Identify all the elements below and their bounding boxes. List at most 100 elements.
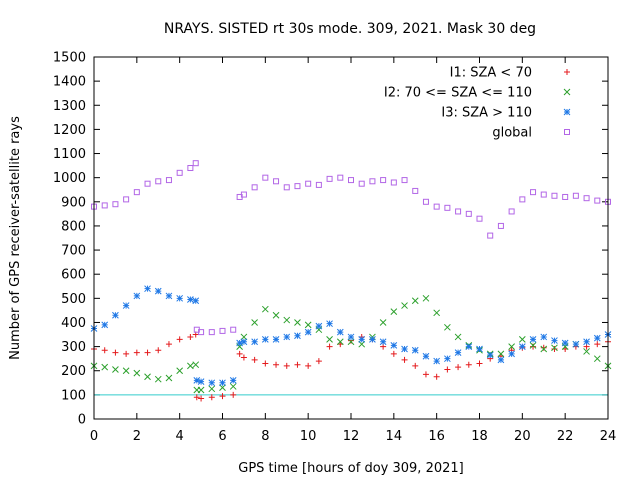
data-point — [251, 184, 258, 191]
data-point — [133, 349, 140, 356]
data-point — [518, 343, 526, 350]
data-point — [208, 394, 215, 401]
data-point — [165, 177, 172, 184]
data-point — [154, 375, 162, 383]
data-point — [562, 193, 569, 200]
data-point — [593, 355, 601, 363]
x-tick-label: 20 — [514, 429, 531, 444]
data-point — [236, 350, 243, 357]
data-point — [229, 377, 237, 384]
data-point — [433, 373, 440, 380]
data-point — [283, 362, 290, 369]
legend-marker — [563, 108, 571, 116]
data-point — [230, 391, 237, 398]
data-point — [518, 336, 526, 343]
data-point — [401, 177, 408, 184]
data-point — [433, 203, 440, 210]
data-point — [465, 361, 472, 368]
x-tick-label: 24 — [600, 429, 617, 444]
data-point — [315, 322, 323, 330]
data-point — [411, 297, 419, 305]
data-point — [133, 369, 141, 377]
data-point — [530, 189, 537, 196]
data-point — [444, 204, 451, 211]
data-point — [219, 327, 226, 334]
data-point — [208, 329, 215, 336]
data-point — [379, 338, 387, 346]
data-point — [380, 177, 387, 184]
plot-frame — [93, 56, 609, 420]
data-point — [123, 350, 130, 357]
data-point — [540, 344, 547, 351]
data-point — [540, 333, 548, 341]
data-point — [294, 332, 301, 340]
y-tick-label: 600 — [61, 268, 86, 283]
data-point — [144, 285, 151, 293]
data-point — [336, 328, 344, 336]
data-point — [101, 202, 108, 209]
data-point — [165, 374, 173, 382]
data-point — [326, 343, 333, 350]
data-point — [401, 345, 408, 353]
data-point — [454, 349, 462, 356]
data-point — [154, 287, 162, 295]
data-point — [229, 383, 237, 390]
data-point — [305, 362, 312, 369]
data-point — [315, 181, 322, 188]
data-point — [572, 340, 580, 348]
data-point — [422, 371, 429, 378]
data-point — [411, 346, 419, 354]
legend: I1: SZA < 70 I2: 70 <= SZA <= 110 I3: SZA … — [384, 66, 571, 141]
data-point — [101, 347, 108, 354]
data-point — [176, 169, 183, 176]
data-point — [144, 180, 151, 187]
data-point — [444, 355, 451, 363]
data-point — [583, 338, 590, 346]
data-point — [358, 336, 366, 343]
data-point — [551, 344, 558, 352]
data-point — [455, 208, 462, 215]
data-point — [272, 336, 280, 343]
x-tick-label: 14 — [386, 429, 403, 444]
data-point — [240, 191, 247, 198]
y-tick-label: 400 — [61, 316, 86, 331]
x-tick-label: 8 — [261, 429, 269, 444]
data-point — [594, 197, 601, 204]
data-point — [508, 208, 515, 215]
data-point — [262, 174, 269, 181]
data-point — [165, 292, 173, 300]
data-point — [390, 350, 397, 357]
data-point — [294, 183, 301, 190]
data-point — [561, 339, 569, 347]
data-point — [465, 343, 473, 350]
data-point — [112, 366, 119, 373]
y-tick-label: 1100 — [53, 147, 86, 162]
data-point — [240, 354, 247, 361]
data-point — [294, 319, 301, 326]
data-point — [273, 361, 280, 368]
legend-label: I2: 70 <= SZA <= 110 — [384, 86, 532, 101]
data-point — [487, 232, 494, 239]
data-point — [219, 384, 226, 391]
data-point — [455, 364, 462, 371]
data-point — [572, 192, 579, 199]
data-point — [444, 323, 451, 331]
series-1 — [91, 331, 611, 402]
y-tick-label: 1200 — [53, 123, 86, 138]
data-point — [219, 379, 226, 387]
data-point — [412, 362, 419, 369]
data-point — [390, 308, 398, 315]
legend-marker — [564, 69, 570, 75]
y-tick-label: 300 — [61, 340, 86, 355]
x-tick-label: 16 — [428, 429, 445, 444]
legend-label: I3: SZA > 110 — [441, 106, 532, 121]
data-point — [123, 196, 130, 203]
data-point — [551, 337, 558, 344]
data-point — [326, 175, 333, 182]
y-tick-label: 1500 — [53, 51, 86, 66]
data-point — [347, 338, 355, 346]
data-point — [508, 343, 515, 350]
data-point — [401, 302, 408, 309]
data-point — [326, 336, 333, 343]
